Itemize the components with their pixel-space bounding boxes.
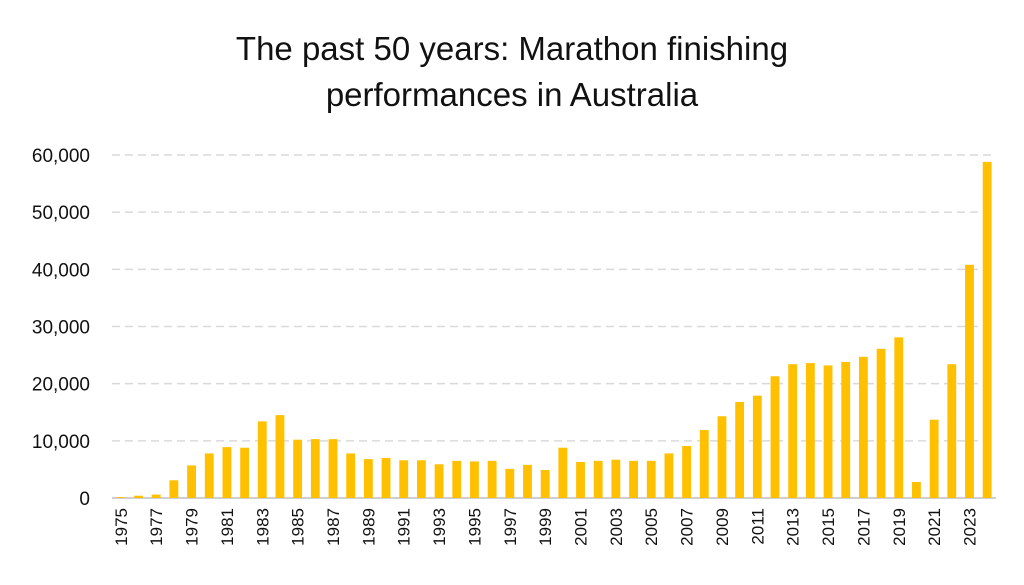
bar-1978 <box>169 480 179 498</box>
bar-2024 <box>982 161 992 499</box>
bar-2015 <box>823 365 833 498</box>
bar-2009 <box>717 416 727 498</box>
bar-2023 <box>965 264 974 498</box>
bar-1992 <box>416 460 426 498</box>
bar-2011 <box>752 395 762 498</box>
x-tick-label: 1985 <box>289 508 308 546</box>
x-tick-label: 1977 <box>147 508 166 546</box>
x-tick-label: 1991 <box>395 508 414 546</box>
bar-2018 <box>876 348 886 498</box>
x-tick-label: 2019 <box>890 508 909 546</box>
x-tick-label: 2009 <box>713 508 732 546</box>
bar-1993 <box>434 464 444 498</box>
bar-1977 <box>151 494 161 498</box>
bar-2017 <box>858 356 868 498</box>
x-tick-label: 1983 <box>253 508 272 546</box>
bar-1979 <box>187 465 196 498</box>
y-axis-ticks: 0 10,000 20,000 30,000 40,000 50,000 60,000 <box>32 146 996 510</box>
x-tick-label: 2007 <box>678 508 697 546</box>
bar-1989 <box>363 459 373 498</box>
bar-2020 <box>912 481 921 498</box>
bar-2019 <box>894 337 904 498</box>
bar-1988 <box>346 453 356 498</box>
bar-2022 <box>947 364 957 498</box>
bar-2006 <box>664 453 674 498</box>
bar-2003 <box>611 459 621 498</box>
bar-2002 <box>593 460 603 498</box>
bar-1986 <box>310 439 320 498</box>
bar-1996 <box>487 460 497 498</box>
bar-2008 <box>699 429 709 498</box>
bar-1995 <box>470 461 479 498</box>
x-tick-label: 1987 <box>324 508 343 546</box>
x-tick-label: 1981 <box>218 508 237 546</box>
bar-1998 <box>523 464 532 498</box>
x-tick-label: 2015 <box>819 508 838 546</box>
x-tick-label: 1999 <box>536 508 555 546</box>
chart-title-line-1: The past 50 years: Marathon finishing <box>235 30 789 67</box>
y-tick-label: 20,000 <box>32 375 90 396</box>
chart-title: The past 50 years: Marathon finishing pe… <box>0 26 1024 118</box>
bar-2014 <box>805 363 815 498</box>
bar-1976 <box>134 495 143 498</box>
bar-2012 <box>770 376 780 498</box>
bar-2005 <box>646 460 656 498</box>
x-tick-label: 2003 <box>607 508 626 546</box>
bar-1990 <box>381 457 391 498</box>
x-tick-label: 2013 <box>784 508 803 546</box>
bar-2001 <box>576 461 585 498</box>
bar-1999 <box>540 469 550 498</box>
bar-1982 <box>240 447 250 498</box>
y-tick-label: 10,000 <box>32 432 90 453</box>
bar-1975 <box>116 497 126 498</box>
bar-1984 <box>275 415 285 498</box>
x-tick-label: 1993 <box>430 508 449 546</box>
chart-title-line-2: performances in Australia <box>325 76 699 113</box>
y-tick-label: 60,000 <box>32 146 90 167</box>
bar-2004 <box>629 460 638 498</box>
x-tick-label: 1975 <box>112 508 131 546</box>
bar-1983 <box>257 421 267 498</box>
bar-1980 <box>204 453 214 498</box>
x-tick-label: 1979 <box>183 508 202 546</box>
y-tick-label: 40,000 <box>32 260 90 281</box>
y-tick-label: 50,000 <box>32 203 90 224</box>
x-tick-label: 2011 <box>748 508 767 545</box>
bar-1991 <box>399 460 409 498</box>
bar-2000 <box>558 447 568 498</box>
bar-1985 <box>293 439 303 498</box>
x-tick-label: 1995 <box>465 508 484 546</box>
y-tick-label: 0 <box>79 489 90 510</box>
x-tick-label: 2017 <box>854 508 873 546</box>
bar-1994 <box>452 460 462 498</box>
bar-1981 <box>222 447 232 498</box>
y-tick-label: 30,000 <box>32 318 90 339</box>
bar-2013 <box>788 364 798 498</box>
bar-1997 <box>505 468 515 498</box>
x-axis-ticks: 1975 1977 1979 1981 1983 1985 1987 1989 1991 1993… <box>112 508 980 546</box>
x-tick-label: 1989 <box>359 508 378 546</box>
bar-2010 <box>735 401 745 498</box>
x-tick-label: 2021 <box>925 508 944 546</box>
x-tick-label: 2023 <box>960 508 979 546</box>
bar-2007 <box>682 445 692 498</box>
x-tick-label: 2001 <box>572 508 591 546</box>
bar-2021 <box>929 419 939 498</box>
x-tick-label: 1997 <box>501 508 520 546</box>
bars <box>116 161 992 499</box>
x-tick-label: 2005 <box>642 508 661 546</box>
bar-2016 <box>841 361 851 498</box>
bar-1987 <box>328 439 338 498</box>
